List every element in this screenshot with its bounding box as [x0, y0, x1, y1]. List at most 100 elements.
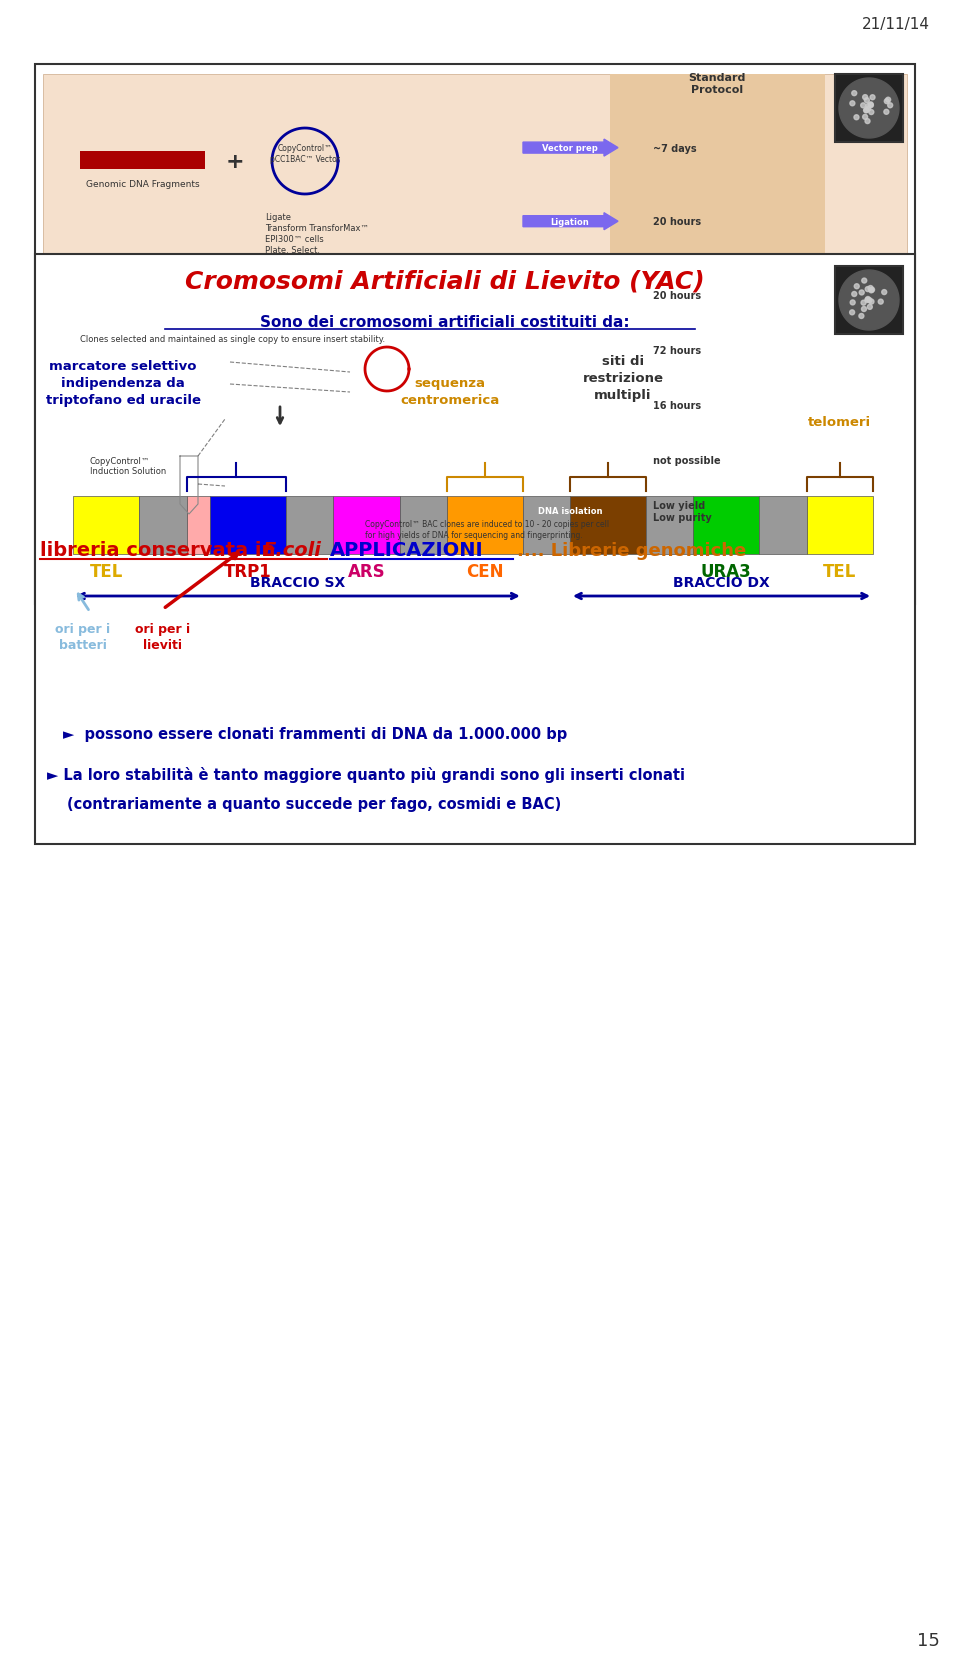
- Circle shape: [867, 305, 873, 310]
- Circle shape: [884, 100, 889, 105]
- FancyArrow shape: [523, 343, 618, 359]
- Bar: [333, 496, 399, 554]
- Circle shape: [859, 314, 864, 319]
- Text: BRACCIO DX: BRACCIO DX: [673, 576, 770, 589]
- Bar: [186, 496, 210, 554]
- Bar: [522, 496, 570, 554]
- Text: libreria conservata in: libreria conservata in: [40, 541, 282, 559]
- FancyArrow shape: [523, 503, 618, 521]
- Circle shape: [850, 102, 854, 106]
- Circle shape: [869, 110, 874, 115]
- Circle shape: [868, 286, 873, 291]
- Text: not possible: not possible: [653, 456, 721, 466]
- Circle shape: [861, 308, 867, 313]
- FancyBboxPatch shape: [835, 266, 903, 334]
- Text: TRP1: TRP1: [225, 562, 272, 581]
- Circle shape: [868, 103, 874, 108]
- Circle shape: [854, 285, 859, 290]
- Text: 20 hours: 20 hours: [653, 291, 701, 301]
- Bar: [210, 496, 286, 554]
- Text: TEL: TEL: [89, 562, 123, 581]
- Text: ARS: ARS: [348, 562, 385, 581]
- Circle shape: [886, 98, 891, 103]
- Bar: [286, 496, 333, 554]
- FancyBboxPatch shape: [35, 255, 915, 845]
- Bar: [80, 151, 205, 170]
- Text: High copy
Induction: High copy Induction: [546, 451, 593, 471]
- Text: siti di
restrizione
multipli: siti di restrizione multipli: [583, 354, 663, 401]
- Text: 72 hours: 72 hours: [653, 346, 701, 356]
- Bar: [399, 496, 447, 554]
- Text: ►  possono essere clonati frammenti di DNA da 1.000.000 bp: ► possono essere clonati frammenti di DN…: [63, 727, 567, 742]
- FancyBboxPatch shape: [610, 75, 825, 534]
- Circle shape: [865, 298, 870, 303]
- Text: E.coli: E.coli: [263, 541, 322, 559]
- FancyArrow shape: [523, 288, 618, 305]
- Circle shape: [289, 463, 297, 471]
- FancyArrow shape: [523, 213, 618, 231]
- FancyBboxPatch shape: [43, 75, 907, 534]
- FancyArrow shape: [215, 468, 225, 508]
- Text: Vector prep: Vector prep: [542, 145, 598, 153]
- Bar: [447, 496, 522, 554]
- Text: 16 hours: 16 hours: [653, 401, 701, 411]
- Circle shape: [264, 461, 272, 469]
- Text: APPLICAZIONI: APPLICAZIONI: [330, 541, 484, 559]
- Circle shape: [870, 97, 875, 102]
- Circle shape: [865, 120, 870, 125]
- Circle shape: [866, 106, 871, 111]
- Text: ori per i
batteri: ori per i batteri: [56, 622, 110, 652]
- Text: marcatore selettivo
indipendenza da
triptofano ed uracile: marcatore selettivo indipendenza da trip…: [45, 359, 201, 406]
- Circle shape: [869, 103, 874, 108]
- Text: TEL: TEL: [823, 562, 856, 581]
- FancyBboxPatch shape: [220, 406, 360, 503]
- Text: URA3: URA3: [701, 562, 752, 581]
- Text: CopyControl™ BAC clones are induced to 10 - 20 copies per cell
for high yields o: CopyControl™ BAC clones are induced to 1…: [365, 519, 610, 539]
- FancyArrow shape: [523, 140, 618, 156]
- Circle shape: [854, 116, 859, 121]
- Circle shape: [859, 291, 864, 296]
- FancyBboxPatch shape: [835, 75, 903, 143]
- Text: BRACCIO SX: BRACCIO SX: [251, 576, 346, 589]
- Circle shape: [865, 288, 870, 293]
- Bar: [693, 496, 759, 554]
- Text: O.N. cultures: O.N. cultures: [539, 401, 601, 411]
- Text: CEN: CEN: [467, 562, 504, 581]
- Circle shape: [862, 280, 867, 285]
- Circle shape: [852, 293, 856, 298]
- Text: telomeri: telomeri: [808, 416, 872, 429]
- Text: Transformation: Transformation: [534, 291, 607, 300]
- Circle shape: [861, 103, 866, 108]
- Circle shape: [864, 108, 869, 113]
- Ellipse shape: [90, 346, 230, 399]
- Text: (contrariamente a quanto succede per fago, cosmidi e BAC): (contrariamente a quanto succede per fag…: [67, 797, 562, 812]
- Bar: [806, 496, 873, 554]
- Circle shape: [851, 301, 855, 306]
- Text: CopyControl™
pCC1BAC™ Vector: CopyControl™ pCC1BAC™ Vector: [270, 145, 340, 163]
- Text: 21/11/14: 21/11/14: [862, 17, 930, 32]
- FancyArrow shape: [523, 453, 618, 469]
- Circle shape: [861, 301, 866, 306]
- Circle shape: [878, 300, 883, 305]
- FancyArrow shape: [523, 398, 618, 414]
- Circle shape: [866, 105, 871, 110]
- Circle shape: [864, 108, 869, 113]
- Circle shape: [869, 300, 874, 305]
- Text: Ligate
Transform TransforMax™
EPI300™ cells
Plate. Select.: Ligate Transform TransforMax™ EPI300™ ce…: [265, 213, 369, 255]
- Text: sequenza
centromerica: sequenza centromerica: [400, 376, 499, 406]
- Circle shape: [864, 98, 870, 103]
- Circle shape: [884, 110, 889, 115]
- Text: Sizing BACs: Sizing BACs: [542, 346, 598, 356]
- Circle shape: [863, 115, 868, 120]
- Circle shape: [121, 368, 130, 378]
- Text: Clones selected and maintained as single copy to ensure insert stability.: Clones selected and maintained as single…: [80, 334, 385, 344]
- Bar: [570, 496, 646, 554]
- Text: 15: 15: [917, 1631, 940, 1649]
- Circle shape: [279, 436, 287, 444]
- Text: CopyControl™
Induction Solution: CopyControl™ Induction Solution: [90, 456, 166, 476]
- Bar: [646, 496, 693, 554]
- FancyBboxPatch shape: [35, 65, 915, 604]
- Circle shape: [301, 446, 309, 454]
- Polygon shape: [839, 78, 899, 138]
- Circle shape: [850, 311, 854, 316]
